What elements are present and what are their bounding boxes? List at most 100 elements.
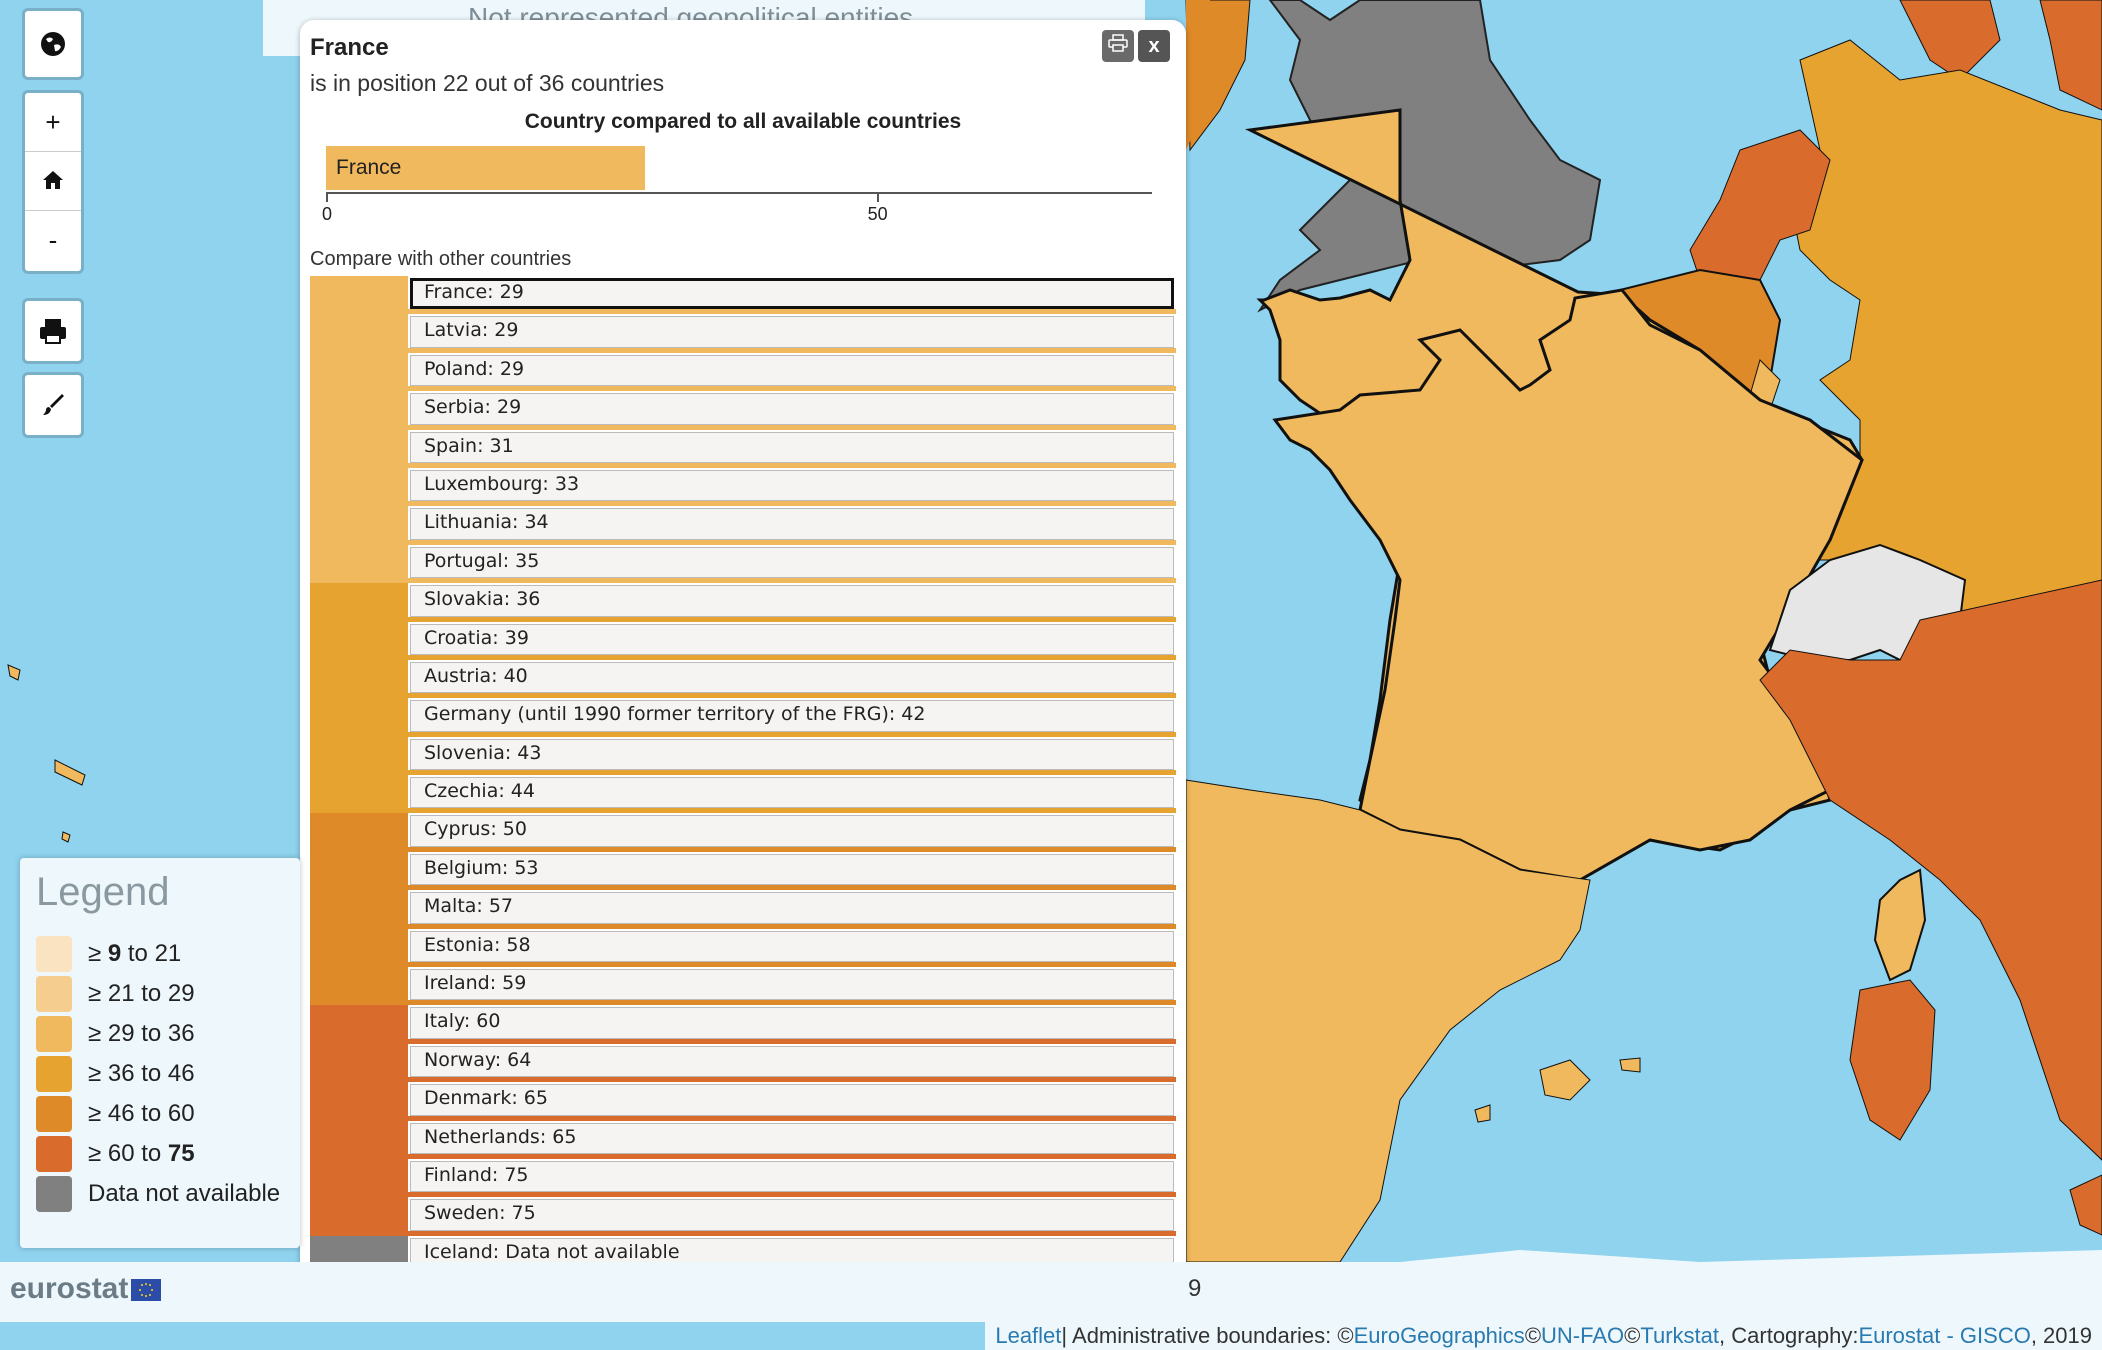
class-color-underline [408,731,1176,737]
class-color-swatch [310,544,408,584]
printer-icon[interactable] [25,301,81,361]
country-row[interactable]: Sweden: 75 [310,1197,1176,1236]
home-icon [42,166,64,197]
country-label: Spain: 31 [424,434,514,457]
country-cell[interactable]: Portugal: 35 [408,544,1176,584]
country-row[interactable]: Denmark: 65 [310,1082,1176,1121]
country-row[interactable]: Estonia: 58 [310,928,1176,968]
country-row[interactable]: Czechia: 44 [310,775,1176,814]
map-region-mallorca [1539,1059,1591,1101]
zoom-out-button[interactable]: - [48,224,58,255]
country-label: Cyprus: 50 [424,818,527,841]
style-control[interactable] [22,372,84,438]
legend-label: ≥ 29 to 36 [88,1020,195,1048]
country-cell[interactable]: Poland: 29 [408,352,1176,392]
map-attribution: Leaflet | Administrative boundaries: © E… [985,1322,2102,1350]
country-cell[interactable]: Lithuania: 34 [408,506,1176,545]
popup-close-button[interactable]: x [1138,30,1170,62]
country-cell[interactable]: Luxembourg: 33 [408,467,1176,507]
legend-item: ≥ 9 to 21 [36,936,181,972]
turkstat-link[interactable]: Turkstat [1640,1323,1720,1348]
country-label: Slovakia: 36 [424,588,541,611]
zoom-in-button[interactable]: + [25,93,81,152]
country-value-bar: France [326,146,646,190]
country-row[interactable]: Slovenia: 43 [310,736,1176,776]
class-color-underline [408,846,1176,852]
footer-partial-text: 9 [1188,1275,1202,1302]
country-cell[interactable]: Austria: 40 [408,659,1176,699]
home-button[interactable] [25,152,81,211]
country-cell[interactable]: Netherlands: 65 [408,1120,1176,1159]
country-cell[interactable]: Estonia: 58 [408,928,1176,968]
globe-icon[interactable] [25,11,81,77]
class-color-swatch [310,736,408,776]
country-row[interactable]: Luxembourg: 33 [310,467,1176,507]
country-cell[interactable]: Finland: 75 [408,1158,1176,1198]
country-cell[interactable]: Ireland: 59 [408,967,1176,1006]
eurostat-gisco-link[interactable]: Eurostat - GISCO [1858,1323,2031,1348]
country-row[interactable]: Finland: 75 [310,1158,1176,1198]
legend-item: ≥ 60 to 75 [36,1136,195,1172]
country-label: Portugal: 35 [424,549,540,572]
country-cell[interactable]: Sweden: 75 [408,1197,1176,1236]
country-row[interactable]: Italy: 60 [310,1005,1176,1044]
country-row[interactable]: Ireland: 59 [310,967,1176,1006]
country-cell[interactable]: Cyprus: 50 [408,813,1176,852]
country-cell[interactable]: Czechia: 44 [408,775,1176,814]
country-cell[interactable]: Latvia: 29 [408,314,1176,353]
country-cell[interactable]: Denmark: 65 [408,1082,1176,1121]
country-cell[interactable]: France: 29 [408,276,1176,315]
class-color-underline [408,1115,1176,1121]
class-color-underline [408,808,1176,814]
map-region-denmark [1899,0,2001,81]
country-row[interactable]: Belgium: 53 [310,851,1176,891]
legend-label-part: ≥ [88,1020,108,1047]
country-cell[interactable]: Serbia: 29 [408,391,1176,430]
class-color-swatch [310,1197,408,1236]
legend-label-part: to [134,1060,168,1087]
country-cell[interactable]: Slovenia: 43 [408,736,1176,776]
country-row[interactable]: France: 29 [310,276,1176,315]
country-cell[interactable]: Germany (until 1990 former territory of … [408,698,1176,737]
country-row[interactable]: Latvia: 29 [310,314,1176,353]
country-cell[interactable]: Malta: 57 [408,890,1176,929]
country-row[interactable]: Portugal: 35 [310,544,1176,584]
country-cell[interactable]: Italy: 60 [408,1005,1176,1044]
eurogeographics-link[interactable]: EuroGeographics [1353,1323,1525,1348]
country-cell[interactable]: Slovakia: 36 [408,583,1176,622]
country-cell-bg [410,853,1174,886]
country-row[interactable]: Cyprus: 50 [310,813,1176,852]
attribution-text: , 2019 [2030,1323,2092,1348]
country-label: Poland: 29 [424,357,525,380]
country-cell-bg [410,546,1174,579]
class-color-swatch [310,851,408,891]
class-color-underline [408,962,1176,968]
country-row[interactable]: Croatia: 39 [310,621,1176,660]
country-cell[interactable]: Croatia: 39 [408,621,1176,660]
legend-label-part: ≥ [88,1100,108,1127]
globe-control[interactable] [22,8,84,80]
country-row[interactable]: Poland: 29 [310,352,1176,392]
country-cell[interactable]: Spain: 31 [408,429,1176,468]
country-row[interactable]: Netherlands: 65 [310,1120,1176,1159]
legend-item: ≥ 46 to 60 [36,1096,195,1132]
country-row[interactable]: Slovakia: 36 [310,583,1176,622]
country-row[interactable]: Malta: 57 [310,890,1176,929]
country-row[interactable]: Germany (until 1990 former territory of … [310,698,1176,737]
class-color-swatch [310,621,408,660]
country-cell[interactable]: Belgium: 53 [408,851,1176,891]
class-color-swatch [310,314,408,353]
brush-icon[interactable] [25,375,81,435]
country-row[interactable]: Serbia: 29 [310,391,1176,430]
country-label: Estonia: 58 [424,933,531,956]
class-color-underline [408,1230,1176,1236]
country-row[interactable]: Norway: 64 [310,1043,1176,1083]
print-control[interactable] [22,298,84,364]
unfao-link[interactable]: UN-FAO [1541,1323,1625,1348]
country-row[interactable]: Spain: 31 [310,429,1176,468]
country-row[interactable]: Lithuania: 34 [310,506,1176,545]
country-cell[interactable]: Norway: 64 [408,1043,1176,1083]
popup-print-button[interactable] [1102,30,1134,62]
country-row[interactable]: Austria: 40 [310,659,1176,699]
leaflet-link[interactable]: Leaflet [995,1323,1062,1348]
